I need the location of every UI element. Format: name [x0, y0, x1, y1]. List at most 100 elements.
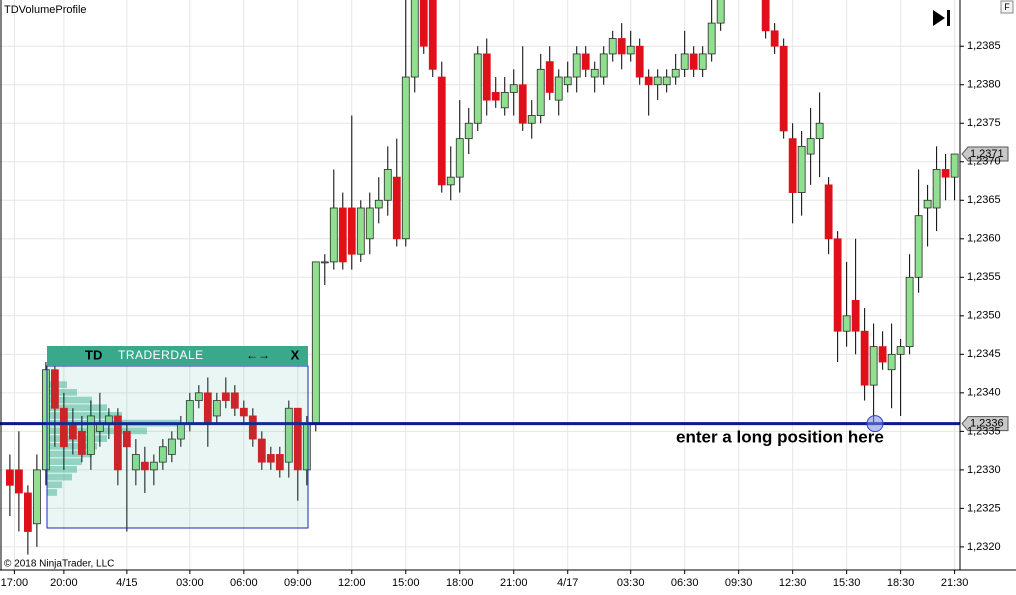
volume-bar: [47, 481, 62, 489]
x-tick-label: 12:00: [338, 577, 366, 589]
x-tick-label: 18:30: [887, 577, 915, 589]
candle-body: [374, 199, 383, 209]
volume-bar: [47, 466, 77, 473]
candle-body: [50, 369, 59, 409]
candle-body: [5, 469, 14, 486]
play-icon[interactable]: [933, 10, 945, 26]
last-price-label: 1,2371: [970, 148, 1004, 160]
candle-body: [464, 122, 473, 140]
f-button-label: F: [1004, 2, 1010, 12]
play-icon-bar: [947, 10, 950, 26]
candle-body: [644, 76, 653, 86]
x-tick-label: 03:30: [617, 577, 645, 589]
candle-body: [320, 261, 329, 264]
x-tick-label: 15:30: [833, 577, 861, 589]
candle-body: [329, 207, 338, 263]
y-tick-label: 1,2345: [967, 348, 1001, 360]
candle-body: [806, 138, 815, 155]
candle-body: [554, 76, 563, 101]
candle-body: [581, 53, 590, 70]
candle-body: [410, 0, 419, 78]
candle-body: [788, 138, 797, 193]
candle-body: [851, 300, 860, 332]
candle-body: [698, 53, 707, 70]
candle-body: [545, 61, 554, 93]
candle-body: [689, 53, 698, 70]
candle-body: [509, 84, 518, 93]
candle-body: [941, 169, 950, 178]
candle-body: [563, 76, 572, 86]
candle-body: [770, 30, 779, 47]
volume-bar: [47, 442, 97, 450]
candle-body: [122, 430, 131, 448]
candle-body: [833, 238, 842, 332]
candle-body: [149, 461, 158, 471]
candle-body: [590, 68, 599, 78]
x-tick-label: 06:00: [230, 577, 258, 589]
candle-body: [23, 492, 32, 532]
candle-body: [428, 0, 437, 70]
y-tick-label: 1,2375: [967, 117, 1001, 129]
candle-body: [860, 330, 869, 386]
volume-bar: [47, 473, 72, 481]
x-tick-label: 4/15: [116, 577, 137, 589]
volume-bar: [47, 450, 92, 458]
candle-body: [77, 430, 86, 455]
candle-body: [662, 76, 671, 86]
candle-body: [824, 184, 833, 240]
candle-body: [572, 53, 581, 78]
candle-body: [347, 207, 356, 255]
candle-body: [257, 438, 266, 463]
candle-body: [311, 261, 320, 425]
candle-body: [59, 407, 68, 448]
candle-body: [815, 122, 824, 140]
candle-body: [905, 276, 914, 348]
candle-body: [761, 0, 770, 32]
volume-bar: [47, 388, 77, 396]
volume-bar: [47, 404, 107, 412]
candle-body: [131, 454, 140, 471]
candle-body: [869, 346, 878, 386]
panel-header: [47, 346, 308, 366]
candle-body: [284, 407, 293, 463]
candle-body: [113, 415, 122, 471]
candle-body: [41, 369, 50, 471]
candle-body: [158, 446, 167, 463]
price-line-box: [961, 416, 1009, 432]
candle-body: [932, 169, 941, 209]
volume-bar: [47, 458, 82, 466]
candle-body: [392, 176, 401, 240]
y-tick-label: 1,2325: [967, 502, 1001, 514]
candle-body: [140, 461, 149, 471]
candle-body: [653, 76, 662, 86]
x-tick-label: 15:00: [392, 577, 420, 589]
candle-body: [527, 115, 536, 124]
y-tick-label: 1,2360: [967, 233, 1001, 245]
candle-body: [473, 53, 482, 124]
y-tick-label: 1,2380: [967, 79, 1001, 91]
candle-body: [671, 68, 680, 78]
candle-body: [266, 454, 275, 463]
entry-marker: [866, 415, 884, 433]
y-tick-label: 1,2340: [967, 387, 1001, 399]
candle-body: [401, 76, 410, 240]
candle-body: [455, 138, 464, 178]
candle-body: [608, 38, 617, 55]
candle-body: [896, 346, 905, 355]
x-tick-label: 21:30: [941, 577, 969, 589]
candle-body: [617, 38, 626, 55]
candle-body: [707, 22, 716, 55]
candle-body: [779, 45, 788, 132]
candle-body: [437, 76, 446, 186]
candle-body: [482, 53, 491, 101]
chart-title: TDVolumeProfile: [4, 4, 87, 16]
panel-close[interactable]: X: [291, 347, 300, 362]
candle-body: [599, 53, 608, 78]
x-tick-label: 12:30: [779, 577, 807, 589]
panel-arrows[interactable]: ←→: [246, 348, 270, 362]
y-tick-label: 1,2320: [967, 541, 1001, 553]
f-button[interactable]: [1000, 0, 1014, 14]
candle-body: [32, 469, 41, 525]
candle-body: [221, 392, 230, 401]
